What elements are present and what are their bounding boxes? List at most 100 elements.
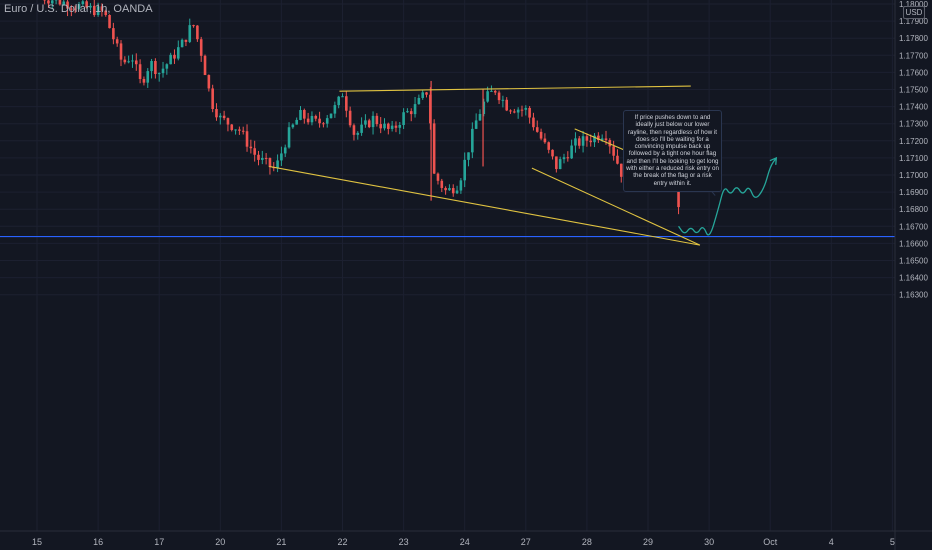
candle-body	[577, 138, 581, 146]
lower-trendline[interactable]	[269, 165, 701, 246]
candle-body	[92, 5, 96, 16]
candle-body	[154, 61, 157, 75]
candle-body	[96, 6, 100, 16]
candle-body	[264, 157, 268, 159]
price-axis[interactable]: 1.16300 1.16400 1.16500 1.16600 1.16700 1.168…	[899, 0, 928, 300]
candle-body	[597, 135, 600, 141]
candle-body	[222, 115, 226, 119]
candle-body	[287, 127, 291, 148]
candle-body	[165, 64, 169, 69]
price-tick-label: 1.17500	[899, 86, 928, 95]
candle-body	[253, 148, 256, 155]
candle-body	[268, 158, 272, 168]
projection-curve[interactable]	[678, 157, 777, 236]
candle-body	[356, 132, 360, 135]
candle-body	[497, 92, 501, 101]
price-tick-label: 1.16600	[899, 239, 928, 248]
candle-body	[558, 159, 562, 170]
candle-body	[493, 90, 497, 93]
candle-body	[379, 124, 382, 129]
candle-body	[150, 61, 153, 72]
candle-body	[612, 146, 615, 156]
candle-body	[112, 28, 115, 40]
candle-body	[532, 117, 535, 128]
price-tick-label: 1.17800	[899, 34, 928, 43]
time-axis[interactable]: 15 16 17 20 21 22 23 24 27 28 29 30 Oct 4 5	[32, 537, 895, 547]
candle-body	[501, 99, 505, 101]
price-tick-label: 1.17000	[899, 171, 928, 180]
candle-body	[238, 129, 241, 131]
candle-body	[47, 0, 50, 4]
time-tick-label: 17	[154, 537, 164, 547]
candle-body	[371, 115, 375, 128]
candle-body	[291, 124, 295, 128]
time-tick-label: 5	[890, 537, 895, 547]
price-tick-label: 1.16700	[899, 222, 928, 231]
candle-body	[440, 180, 444, 188]
candle-body	[337, 96, 340, 106]
candle-body	[581, 136, 585, 146]
time-tick-label: 21	[276, 537, 286, 547]
candle-body	[390, 125, 394, 129]
price-tick-label: 1.17700	[899, 51, 928, 60]
candle-body	[413, 104, 417, 115]
candle-body	[249, 146, 253, 149]
candle-body	[436, 173, 440, 181]
candle-body	[230, 124, 234, 130]
candle-body	[138, 64, 142, 79]
candle-body	[295, 119, 298, 125]
candle-body	[570, 145, 573, 159]
price-tick-label: 1.17900	[899, 17, 928, 26]
candle-body	[66, 1, 69, 9]
candle-body	[245, 131, 249, 147]
candle-body	[115, 39, 119, 44]
candle-body	[516, 109, 520, 113]
candle-body	[509, 110, 512, 112]
candle-body	[303, 110, 306, 119]
price-tick-label: 1.17600	[899, 68, 928, 77]
candle-body	[70, 8, 73, 10]
candle-body	[241, 130, 245, 132]
time-tick-label: 22	[337, 537, 347, 547]
candle-body	[406, 111, 409, 113]
candle-body	[555, 156, 558, 170]
projection-arrowhead	[769, 156, 778, 165]
annotation-note[interactable]: If price pushes down to and ideally just…	[623, 110, 722, 192]
projection-path	[678, 156, 778, 236]
candle-body	[180, 39, 184, 48]
candle-body	[352, 125, 356, 135]
candle-body	[299, 110, 302, 120]
candle-body	[348, 110, 352, 126]
candle-body	[157, 73, 161, 75]
time-tick-label: 28	[582, 537, 592, 547]
upper-trendline[interactable]	[339, 85, 691, 92]
candle-body	[364, 120, 367, 125]
candle-body	[345, 96, 348, 111]
candle-body	[261, 157, 264, 160]
candle-body	[551, 149, 554, 157]
time-tick-label: 24	[460, 537, 470, 547]
candle-body	[375, 115, 379, 125]
candle-body	[131, 60, 134, 62]
candle-body	[226, 118, 230, 125]
candle-body	[100, 6, 104, 11]
candle-body	[616, 155, 619, 164]
candle-body	[142, 78, 146, 83]
candle-body	[600, 138, 604, 141]
candle-body	[478, 114, 482, 121]
candle-body	[134, 60, 138, 65]
candle-body	[169, 54, 172, 65]
candle-body	[234, 129, 237, 131]
channel-lower-line[interactable]	[531, 167, 701, 246]
price-tick-label: 1.16900	[899, 188, 928, 197]
candle-body	[161, 68, 165, 74]
currency-badge[interactable]: USD	[903, 6, 925, 19]
time-tick-label: 16	[93, 537, 103, 547]
candle-body	[192, 25, 195, 27]
candle-body	[490, 90, 493, 92]
candle-body	[123, 59, 127, 63]
price-tick-label: 1.17400	[899, 103, 928, 112]
candle-body	[89, 5, 92, 8]
candle-body	[589, 140, 593, 143]
